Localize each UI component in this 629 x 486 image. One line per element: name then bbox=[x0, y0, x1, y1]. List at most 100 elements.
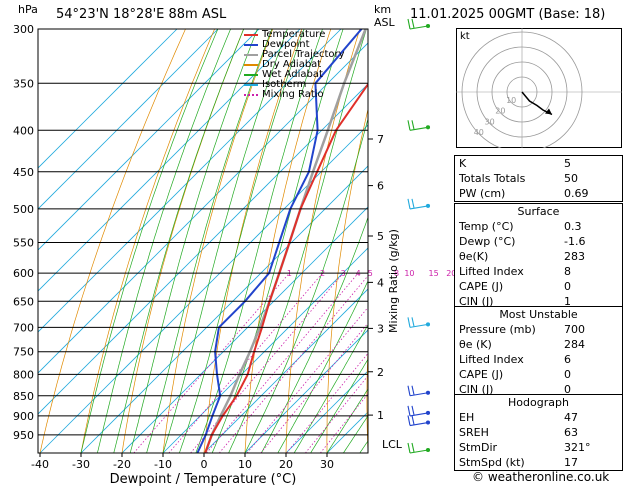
km-tick-label: 3 bbox=[377, 322, 384, 335]
pressure-tick-label: 550 bbox=[13, 236, 34, 249]
wind-barb bbox=[407, 317, 431, 328]
pressure-tick-label: 950 bbox=[13, 429, 34, 442]
km-tick-label: 2 bbox=[377, 366, 384, 379]
hodograph-title: Hodograph bbox=[508, 396, 569, 409]
legend-item: Mixing Ratio bbox=[244, 90, 345, 100]
legend-label: Dewpoint bbox=[262, 39, 310, 50]
pressure-tick-label: 400 bbox=[13, 124, 34, 137]
x-tick-label: 10 bbox=[238, 458, 252, 471]
wind-barb bbox=[407, 405, 431, 417]
wind-barb bbox=[407, 18, 431, 30]
legend-label: Wet Adiabat bbox=[262, 69, 323, 80]
lcl-label: LCL bbox=[382, 438, 403, 451]
mu-row: θe (K) 284 bbox=[459, 338, 585, 351]
mixing-ratio-label: 10 bbox=[404, 269, 414, 278]
x-tick-label: 30 bbox=[320, 458, 334, 471]
hodograph-ring-label: 30 bbox=[485, 117, 495, 126]
pressure-tick-label: 750 bbox=[13, 346, 34, 359]
hodograph-ring-label: 40 bbox=[474, 128, 484, 137]
hpa-label: hPa bbox=[18, 3, 38, 16]
pressure-tick-label: 700 bbox=[13, 321, 34, 334]
hodograph-unit-label: kt bbox=[460, 31, 470, 42]
km-tick-label: 1 bbox=[377, 409, 384, 422]
mixing-ratio-line bbox=[246, 306, 368, 453]
hodograph-frame bbox=[456, 28, 622, 148]
mixing-ratio-line bbox=[320, 393, 368, 453]
mixing-ratio-line bbox=[168, 272, 323, 453]
isotherm-line bbox=[285, 370, 368, 453]
mixing-ratio-line bbox=[305, 375, 368, 453]
mixing-ratio-label: 15 bbox=[429, 269, 439, 278]
legend-label: Isotherm bbox=[262, 79, 307, 90]
hodo-row: StmSpd (kt) 17 bbox=[459, 456, 578, 469]
dry-adiabat-line bbox=[366, 341, 368, 453]
wind-barb bbox=[407, 120, 431, 131]
isotherm-line bbox=[38, 83, 368, 415]
x-tick-label: -10 bbox=[154, 458, 172, 471]
legend-label: Parcel Trajectory bbox=[262, 49, 345, 60]
dry-adiabat-line bbox=[406, 29, 447, 453]
isotherm-line bbox=[203, 288, 368, 453]
legend-item: Isotherm bbox=[244, 80, 345, 90]
legend-item: Wet Adiabat bbox=[244, 70, 345, 80]
mu-row: Pressure (mb) 700 bbox=[459, 323, 585, 336]
hodo-row: SREH 63 bbox=[459, 426, 578, 439]
mixing-ratio-label: 5 bbox=[368, 269, 373, 278]
x-tick-label: -40 bbox=[31, 458, 49, 471]
legend-swatch bbox=[244, 64, 258, 66]
isotherm-line bbox=[38, 29, 342, 333]
datetime-label: 11.01.2025 00GMT (Base: 18) bbox=[410, 7, 606, 22]
mu-row: Lifted Index 6 bbox=[459, 353, 571, 366]
surface-row: Temp (°C) 0.3 bbox=[459, 220, 582, 233]
mixing-ratio-line bbox=[218, 275, 368, 453]
isotherm-line bbox=[38, 29, 260, 251]
wind-barb bbox=[407, 198, 431, 210]
wet-adiabat-line bbox=[80, 29, 219, 453]
credit-label: © weatheronline.co.uk bbox=[472, 470, 610, 484]
wet-adiabat-line bbox=[310, 358, 368, 453]
pressure-tick-label: 450 bbox=[13, 166, 34, 179]
index-row-tt: Totals Totals 50 bbox=[459, 172, 578, 185]
pressure-tick-label: 600 bbox=[13, 267, 34, 280]
mixing-ratio-axis-label: Mixing Ratio (g/kg) bbox=[387, 229, 400, 333]
hodograph-ring-label: 10 bbox=[506, 96, 516, 105]
mixing-ratio-line bbox=[260, 322, 368, 453]
legend-item: Dry Adiabat bbox=[244, 60, 345, 70]
mu-row: CIN (J) 0 bbox=[459, 383, 571, 396]
legend-swatch bbox=[244, 84, 258, 86]
pressure-tick-label: 500 bbox=[13, 203, 34, 216]
x-tick-label: 20 bbox=[279, 458, 293, 471]
isotherm-line bbox=[121, 206, 368, 453]
legend-item: Dewpoint bbox=[244, 40, 345, 50]
mixing-ratio-label: 20 bbox=[446, 269, 456, 278]
legend-label: Temperature bbox=[262, 29, 326, 40]
location-label: 54°23'N 18°28'E 88m ASL bbox=[56, 7, 227, 22]
surface-row: CIN (J) 1 bbox=[459, 295, 571, 308]
x-tick-label: 0 bbox=[201, 458, 208, 471]
hodo-row: EH 47 bbox=[459, 411, 578, 424]
isotherm-line bbox=[162, 247, 368, 453]
km-tick-label: 6 bbox=[377, 180, 384, 193]
isotherm-line bbox=[38, 29, 301, 292]
legend-swatch bbox=[244, 44, 258, 46]
legend-label: Dry Adiabat bbox=[262, 59, 322, 70]
wet-adiabat-line bbox=[293, 323, 368, 453]
hodo-row: StmDir 321° bbox=[459, 441, 591, 454]
wet-adiabat-line bbox=[129, 29, 258, 453]
pressure-tick-label: 650 bbox=[13, 295, 34, 308]
surface-row: Dewp (°C) -1.6 bbox=[459, 235, 586, 248]
isotherm-line bbox=[244, 329, 368, 453]
mixing-ratio-line bbox=[286, 352, 368, 453]
legend-label: Mixing Ratio bbox=[262, 89, 324, 100]
hodograph-table: Hodograph EH 47 SREH 63 StmDir 321° StmSpd … bbox=[454, 394, 623, 471]
pressure-tick-label: 900 bbox=[13, 410, 34, 423]
wind-barb bbox=[407, 442, 431, 454]
mu-row: CAPE (J) 0 bbox=[459, 368, 571, 381]
km-tick-label: 4 bbox=[377, 276, 384, 289]
chart-frame bbox=[37, 28, 369, 454]
asl-label: ASL bbox=[374, 16, 395, 29]
most-unstable-title: Most Unstable bbox=[499, 308, 578, 321]
